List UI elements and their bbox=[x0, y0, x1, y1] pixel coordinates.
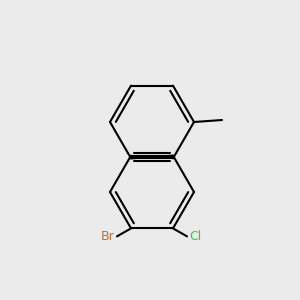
Text: Br: Br bbox=[101, 230, 115, 243]
Text: Cl: Cl bbox=[189, 230, 201, 243]
